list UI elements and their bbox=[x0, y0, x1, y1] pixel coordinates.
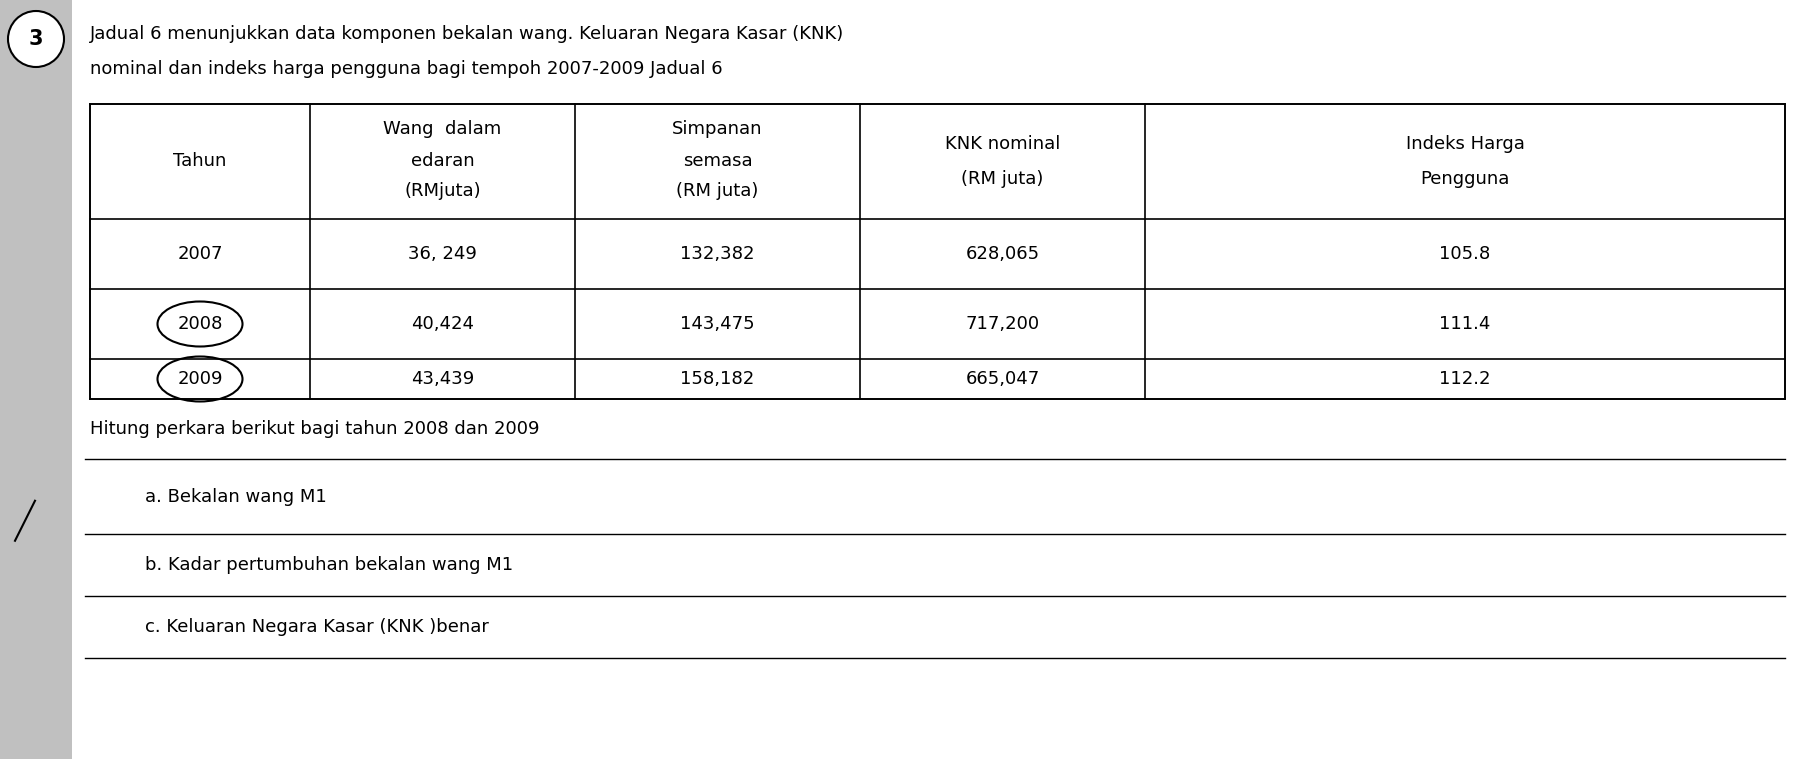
Text: 2007: 2007 bbox=[176, 245, 223, 263]
Text: Simpanan: Simpanan bbox=[671, 121, 763, 138]
Text: b. Kadar pertumbuhan bekalan wang M1: b. Kadar pertumbuhan bekalan wang M1 bbox=[146, 556, 513, 574]
Text: (RMjuta): (RMjuta) bbox=[405, 182, 481, 200]
Text: (RM juta): (RM juta) bbox=[677, 182, 758, 200]
Text: nominal dan indeks harga pengguna bagi tempoh 2007-2009 Jadual 6: nominal dan indeks harga pengguna bagi t… bbox=[90, 60, 722, 78]
Text: Indeks Harga: Indeks Harga bbox=[1406, 134, 1525, 153]
Text: 40,424: 40,424 bbox=[410, 315, 473, 333]
Text: Hitung perkara berikut bagi tahun 2008 dan 2009: Hitung perkara berikut bagi tahun 2008 d… bbox=[90, 420, 540, 438]
Text: Tahun: Tahun bbox=[173, 153, 227, 171]
Text: Pengguna: Pengguna bbox=[1420, 171, 1510, 188]
Text: 717,200: 717,200 bbox=[965, 315, 1040, 333]
Text: KNK nominal: KNK nominal bbox=[945, 134, 1060, 153]
Text: (RM juta): (RM juta) bbox=[961, 171, 1044, 188]
Text: 111.4: 111.4 bbox=[1440, 315, 1490, 333]
Text: a. Bekalan wang M1: a. Bekalan wang M1 bbox=[146, 487, 328, 505]
Text: c. Keluaran Negara Kasar (KNK )benar: c. Keluaran Negara Kasar (KNK )benar bbox=[146, 618, 490, 636]
Text: 43,439: 43,439 bbox=[410, 370, 473, 388]
Text: 665,047: 665,047 bbox=[965, 370, 1040, 388]
Text: 36, 249: 36, 249 bbox=[409, 245, 477, 263]
Text: 132,382: 132,382 bbox=[680, 245, 754, 263]
Bar bbox=[90, 104, 1786, 399]
Text: 3: 3 bbox=[29, 29, 43, 49]
Text: 2008: 2008 bbox=[178, 315, 223, 333]
Text: 2009: 2009 bbox=[176, 370, 223, 388]
Text: 143,475: 143,475 bbox=[680, 315, 754, 333]
Text: 158,182: 158,182 bbox=[680, 370, 754, 388]
Text: Wang  dalam: Wang dalam bbox=[383, 121, 502, 138]
Bar bbox=[0, 0, 72, 759]
Text: 112.2: 112.2 bbox=[1440, 370, 1490, 388]
Text: Jadual 6 menunjukkan data komponen bekalan wang. Keluaran Negara Kasar (KNK): Jadual 6 menunjukkan data komponen bekal… bbox=[90, 25, 844, 43]
Text: semasa: semasa bbox=[682, 153, 752, 171]
Text: edaran: edaran bbox=[410, 153, 475, 171]
Text: 105.8: 105.8 bbox=[1440, 245, 1490, 263]
Circle shape bbox=[7, 11, 65, 67]
Text: 628,065: 628,065 bbox=[965, 245, 1040, 263]
